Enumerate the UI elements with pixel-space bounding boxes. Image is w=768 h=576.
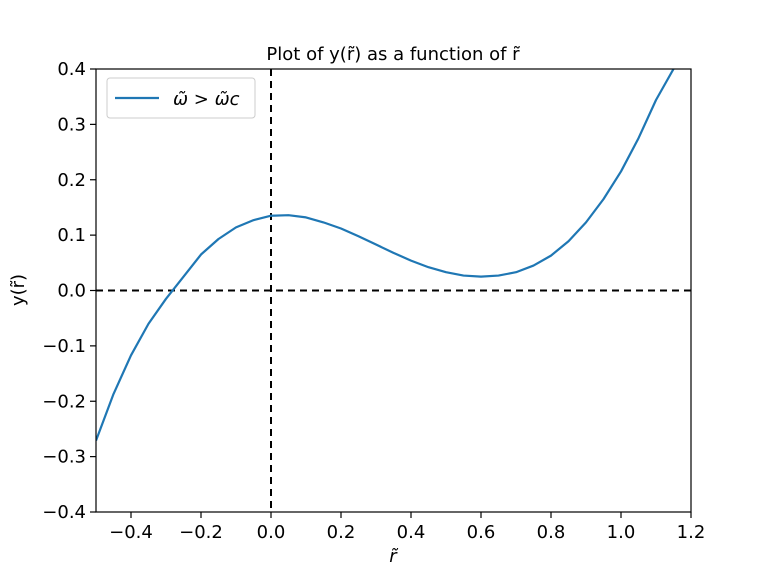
- y-tick-label: 0.2: [57, 170, 86, 191]
- x-tick-label: −0.2: [179, 522, 223, 543]
- series-line: [96, 69, 675, 441]
- legend-box: [106, 77, 256, 119]
- x-axis-ticks: −0.4 −0.2 0.0 0.2 0.4 0.6 0.8 1.0 1.2: [109, 512, 705, 543]
- y-axis-ticks: −0.4 −0.3 −0.2 −0.1 0.0 0.1 0.2 0.3 0.4: [42, 59, 96, 523]
- x-tick-label: 0.2: [327, 522, 356, 543]
- x-tick-label: 1.2: [677, 522, 706, 543]
- y-tick-label: 0.0: [57, 281, 86, 302]
- series-group: [96, 69, 675, 441]
- y-tick-label: −0.3: [42, 447, 86, 468]
- x-tick-label: 1.0: [607, 522, 636, 543]
- x-tick-label: 0.4: [397, 522, 426, 543]
- chart-title: Plot of y(r̃) as a function of r̃: [266, 44, 520, 65]
- y-tick-label: 0.1: [57, 225, 86, 246]
- legend-label: ω̃ > ω̃c: [173, 89, 240, 110]
- y-tick-label: −0.4: [42, 502, 86, 523]
- x-axis-label: r̃: [389, 546, 399, 567]
- y-axis-label: y(r̃): [8, 274, 29, 306]
- legend: ω̃ > ω̃c: [106, 77, 256, 119]
- y-tick-label: 0.3: [57, 114, 86, 135]
- y-tick-label: −0.1: [42, 336, 86, 357]
- y-tick-label: 0.4: [57, 59, 86, 80]
- y-tick-label: −0.2: [42, 391, 86, 412]
- x-tick-label: 0.0: [257, 522, 286, 543]
- x-tick-label: 0.6: [467, 522, 496, 543]
- x-tick-label: −0.4: [109, 522, 153, 543]
- x-tick-label: 0.8: [537, 522, 566, 543]
